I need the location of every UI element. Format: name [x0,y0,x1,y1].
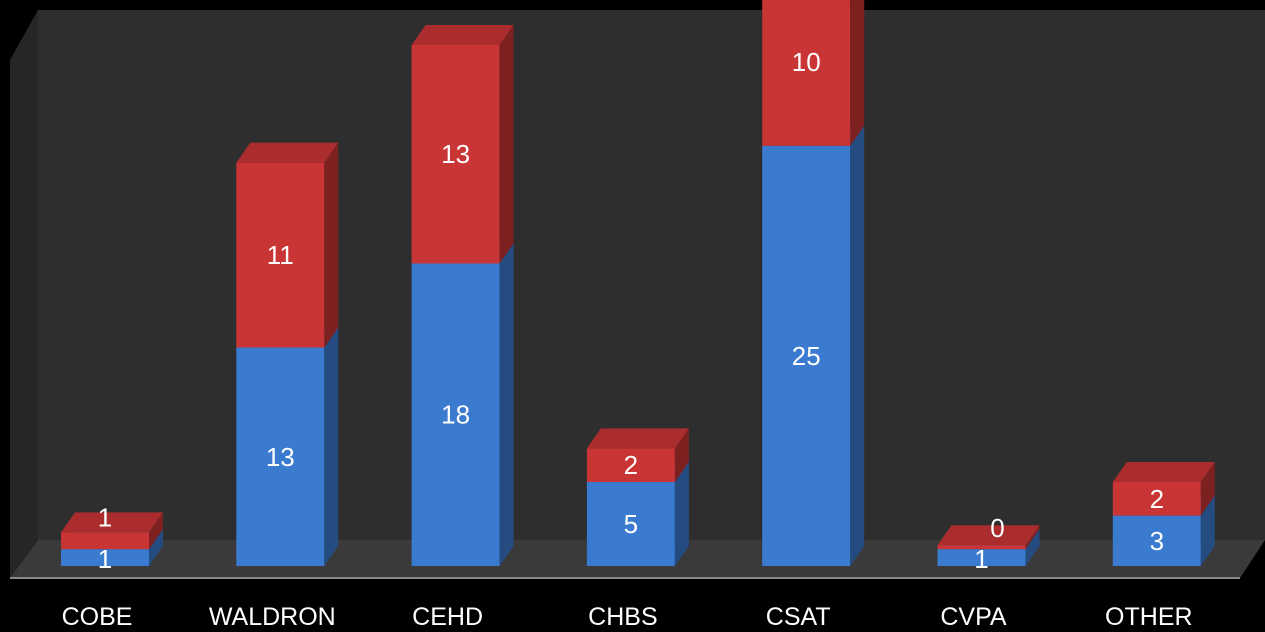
bar-top [61,512,163,533]
bar-side [149,512,163,550]
bar-side [1200,461,1215,516]
x-tick-label-cehd: CEHD [412,603,483,631]
x-tick-label-waldron: WALDRON [209,603,336,631]
bar-top [1112,461,1215,482]
x-tick-label-cobe: COBE [62,603,133,631]
bar-side [324,142,339,348]
data-label-cehd-series-1: 18 [441,400,470,430]
bar-front [762,145,851,566]
x-tick-label-other: OTHER [1105,603,1193,631]
x-tick-label-csat: CSAT [766,603,831,631]
bar-top [586,428,689,449]
data-label-other-series-1: 3 [1150,526,1164,556]
bar-front [61,549,149,566]
bar-side [499,25,514,264]
bar-side [499,243,514,566]
bar-segment-cobe-series-2 [61,512,163,550]
data-label-csat-series-1: 25 [792,341,821,371]
data-label-chbs-series-1: 5 [624,509,638,539]
bar-segment-cvpa-series-2 [937,525,1040,550]
bar-front [61,532,149,550]
bar-side [850,0,865,146]
bar-segment-csat-series-1 [762,125,865,566]
bar-front [762,0,851,146]
bar-front [411,263,500,566]
x-tick-label-chbs: CHBS [588,603,657,631]
bar-front [236,162,325,348]
bar-segment-other-series-2 [1112,461,1215,516]
data-label-chbs-series-2: 2 [624,450,638,480]
bar-side [149,529,163,566]
data-label-waldron-series-2: 11 [267,240,294,270]
bar-front [236,347,325,566]
bar-side [324,327,339,566]
bar-side [850,125,865,566]
bar-front [586,448,675,482]
bar-segment-cehd-series-2 [411,25,514,264]
data-label-cvpa-series-2: 0 [990,513,1004,543]
data-label-csat-series-2: 10 [792,47,821,77]
data-label-waldron-series-1: 13 [266,442,295,472]
chart-back-wall [38,10,1265,540]
data-label-cobe-series-1: 1 [98,544,112,574]
bar-front [586,481,675,566]
data-label-cobe-series-2: 1 [98,502,112,532]
bar-side [674,428,689,482]
bar-front [411,45,500,264]
bar-segment-waldron-series-2 [236,142,339,348]
bar-top [937,525,1040,546]
labels-layer: 11COBE1311WALDRON1813CEHD52CHBS2510CSAT1… [62,47,1193,631]
data-label-cehd-series-2: 13 [441,139,470,169]
bar-front [1112,515,1201,566]
bar-side [674,461,689,566]
bar-front [937,549,1026,566]
x-tick-label-cvpa: CVPA [940,603,1007,631]
bar-side [1200,495,1215,566]
bar-front [1112,481,1201,516]
bar-top [411,25,514,45]
bar-segment-csat-series-2 [762,0,865,146]
bar-segment-chbs-series-2 [586,428,689,482]
bars-layer [61,0,1215,566]
bar-front [937,545,1026,550]
bar-side [1025,525,1040,550]
bar-top [236,142,339,163]
bar-side [1025,529,1040,566]
chart-side-wall [10,10,38,578]
data-label-cvpa-series-1: 1 [974,544,988,574]
data-label-other-series-2: 2 [1150,484,1164,514]
